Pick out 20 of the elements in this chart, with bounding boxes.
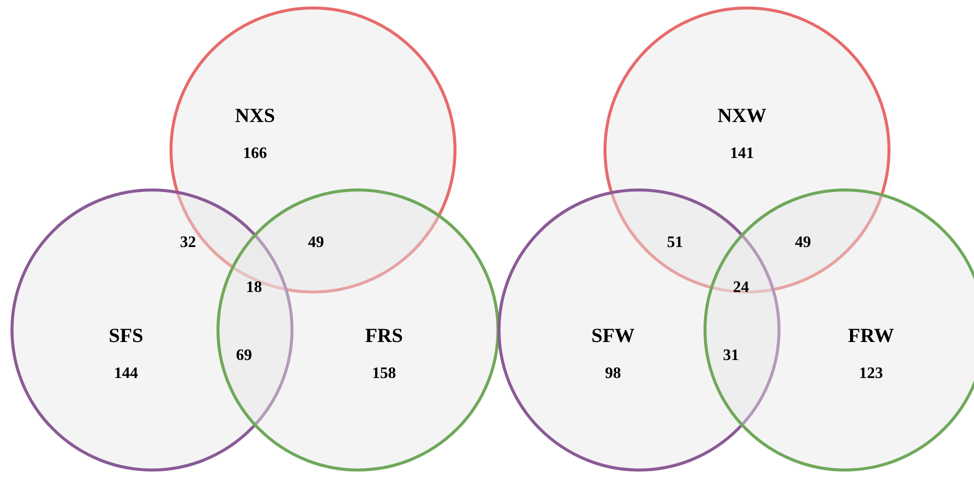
data-label: 141 [730, 145, 754, 162]
text: 69 [236, 347, 252, 364]
text: 18 [246, 279, 262, 296]
text: 51 [667, 234, 683, 251]
text: 24 [733, 279, 749, 296]
text: 49 [795, 234, 811, 251]
category-label: FRW [848, 325, 894, 347]
data-label: 158 [372, 365, 396, 382]
data-label: 166 [243, 145, 267, 162]
data-label: 144 [114, 365, 138, 382]
category-label: SFW [591, 325, 635, 347]
text: 49 [308, 234, 324, 251]
category-label: SFS [108, 325, 144, 347]
text: 31 [723, 347, 739, 364]
category-label: FRS [365, 325, 403, 347]
data-label: 123 [859, 365, 883, 382]
data-label: 98 [605, 365, 621, 382]
category-label: NXS [234, 105, 276, 127]
text: 32 [180, 234, 196, 251]
category-label: NXW [718, 105, 766, 127]
